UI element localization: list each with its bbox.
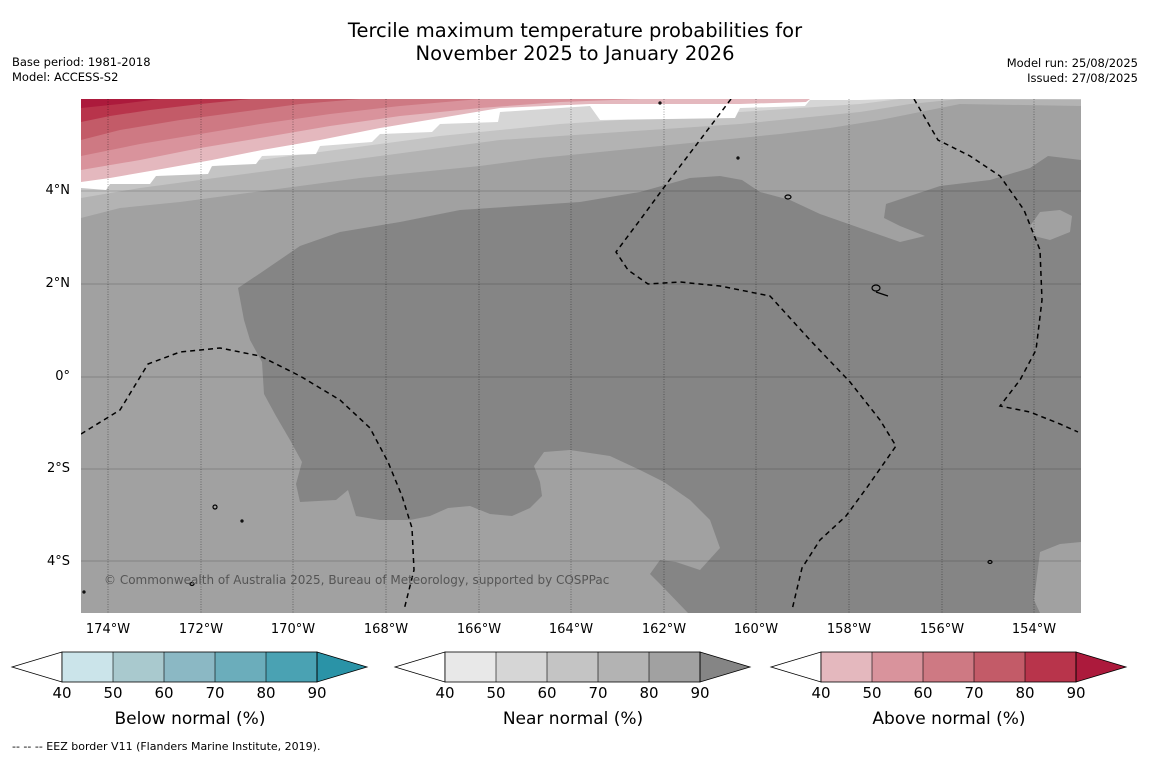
colorbar-segment [215, 652, 266, 682]
model-text: Model: ACCESS-S2 [12, 70, 119, 84]
colorbar-arrow-high [1075, 651, 1128, 683]
colorbar-outline [61, 651, 318, 683]
lat-label: 2°S [46, 461, 70, 476]
lat-label: 2°N [45, 276, 71, 291]
colorbar-arrow-low [769, 651, 822, 683]
above-normal-90-layer [81, 99, 160, 108]
colorbar-outline [444, 651, 701, 683]
near-normal-80-bottom-right [1034, 542, 1081, 613]
meta-left: Base period: 1981-2018 Model: ACCESS-S2 [12, 55, 151, 85]
colorbar-segment [547, 652, 598, 682]
island-marker [875, 291, 889, 297]
near-normal-90-layer [238, 156, 1081, 613]
footer-note: -- -- -- EEZ border V11 (Flanders Marine… [12, 740, 321, 753]
colorbar-segment [649, 652, 700, 682]
colorbar-tick: 90 [307, 684, 327, 702]
colorbar-near-normal [393, 651, 752, 683]
colorbar-segment [62, 652, 113, 682]
lon-label: 172°W [178, 622, 224, 637]
colorbar-outline [820, 651, 1077, 683]
lon-label: 162°W [641, 622, 687, 637]
colorbar-segment [872, 652, 923, 682]
colorbar-segment [974, 652, 1025, 682]
model-run-text: Model run: 25/08/2025 [1006, 56, 1138, 70]
colorbar-title-below-normal: Below normal (%) [114, 709, 266, 729]
colorbar-tick: 80 [639, 684, 659, 702]
colorbar-segment [821, 652, 872, 682]
lon-label: 164°W [548, 622, 594, 637]
colorbar-tick: 40 [52, 684, 72, 702]
map-fill-layers [81, 99, 1081, 613]
colorbar-tick: 50 [103, 684, 123, 702]
colorbar-tick: 60 [537, 684, 557, 702]
base-period-text: Base period: 1981-2018 [12, 55, 151, 69]
title-line-1: Tercile maximum temperature probabilitie… [347, 19, 803, 42]
colorbar-segment [445, 652, 496, 682]
colorbar-segment [1025, 652, 1076, 682]
lon-label: 156°W [919, 622, 965, 637]
colorbar-above-normal [769, 651, 1128, 683]
colorbar-title-near-normal: Near normal (%) [502, 709, 644, 729]
lon-label: 158°W [826, 622, 872, 637]
islands [82, 101, 993, 594]
lat-label: 4°N [45, 183, 71, 198]
colorbar-arrow-high [699, 651, 752, 683]
colorbar-arrow-low [10, 651, 63, 683]
colorbars [10, 651, 1128, 683]
colorbar-tick: 90 [690, 684, 710, 702]
lon-label: 174°W [85, 622, 131, 637]
colorbar-tick: 50 [486, 684, 506, 702]
island-marker [784, 194, 792, 200]
colorbar-tick: 40 [435, 684, 455, 702]
island-marker [987, 559, 993, 565]
colorbar-tick: 90 [1066, 684, 1086, 702]
near-normal-80-patch [1030, 210, 1072, 240]
meta-right: Model run: 25/08/2025 Issued: 27/08/2025 [1007, 56, 1138, 86]
copyright-text: © Commonwealth of Australia 2025, Bureau… [104, 573, 609, 587]
colorbar-segment [266, 652, 317, 682]
island-marker [240, 519, 244, 523]
island-marker [658, 101, 662, 105]
colorbar-tick: 70 [964, 684, 984, 702]
colorbar-segment [164, 652, 215, 682]
lon-label: 168°W [363, 622, 409, 637]
colorbar-below-normal [10, 651, 369, 683]
colorbar-tick: 70 [588, 684, 608, 702]
page-title: Tercile maximum temperature probabilitie… [0, 19, 1150, 65]
island-marker [82, 590, 86, 594]
colorbar-segment [923, 652, 974, 682]
eez-border-central [615, 99, 897, 611]
colorbar-arrow-high [316, 651, 369, 683]
colorbar-tick: 70 [205, 684, 225, 702]
issued-text: Issued: 27/08/2025 [1027, 71, 1138, 85]
island-marker [736, 156, 740, 160]
lon-label: 170°W [270, 622, 316, 637]
island-marker [212, 504, 218, 510]
probability-map: © Commonwealth of Australia 2025, Bureau… [81, 99, 1081, 613]
lat-label: 4°S [46, 554, 70, 569]
colorbar-segment [598, 652, 649, 682]
gridlines [81, 99, 1081, 613]
island-marker [871, 284, 881, 292]
eez-border-west [81, 347, 415, 611]
colorbar-segment [496, 652, 547, 682]
colorbar-title-above-normal: Above normal (%) [872, 709, 1026, 729]
colorbar-tick: 50 [862, 684, 882, 702]
colorbar-tick: 60 [913, 684, 933, 702]
colorbar-arrow-low [393, 651, 446, 683]
lon-label: 160°W [733, 622, 779, 637]
lat-label: 0° [55, 369, 70, 384]
title-line-2: November 2025 to January 2026 [415, 42, 735, 65]
colorbar-segment [113, 652, 164, 682]
eez-borders [81, 99, 1079, 611]
above-normal-80-layer [81, 99, 250, 122]
colorbar-tick: 80 [1015, 684, 1035, 702]
island-marker [189, 581, 195, 587]
colorbar-tick: 60 [154, 684, 174, 702]
lon-label: 154°W [1011, 622, 1057, 637]
lon-label: 166°W [456, 622, 502, 637]
colorbar-tick: 80 [256, 684, 276, 702]
eez-border-east [913, 99, 1079, 433]
colorbar-tick: 40 [811, 684, 831, 702]
